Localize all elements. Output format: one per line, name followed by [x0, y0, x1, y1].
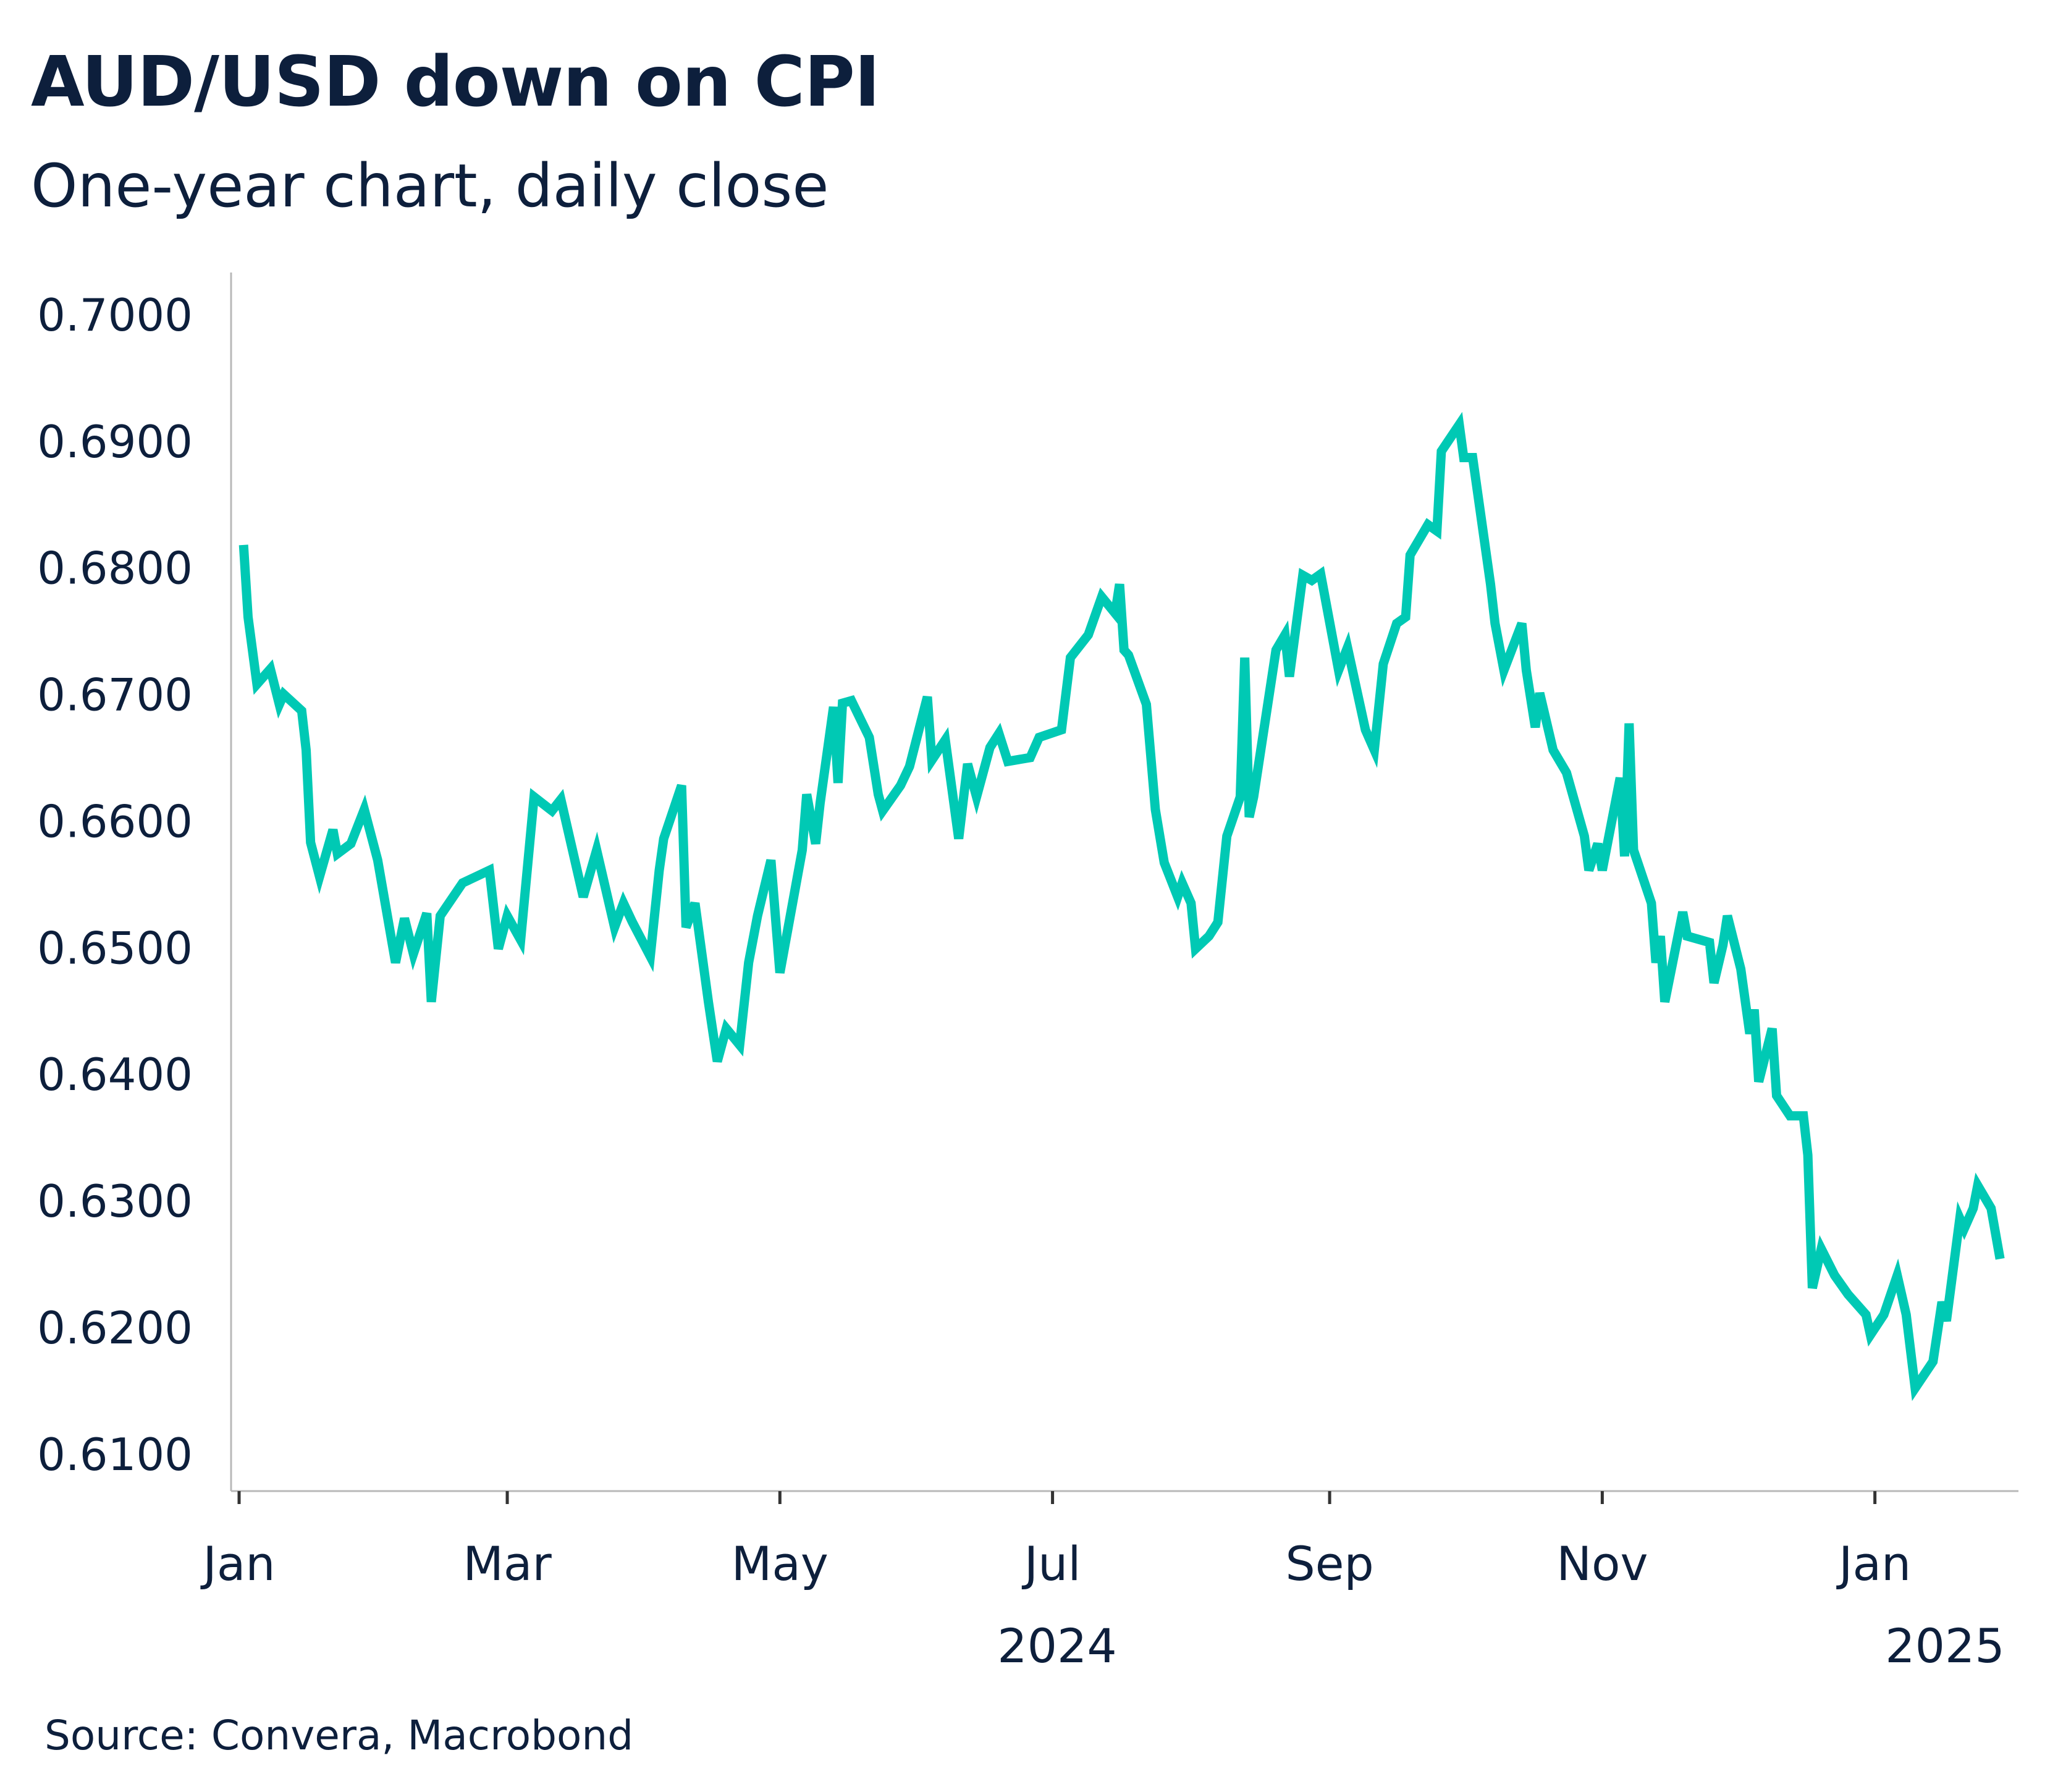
y-tick-label: 0.6200	[37, 1302, 193, 1354]
y-tick-label: 0.6500	[37, 922, 193, 974]
y-tick-label: 0.6600	[37, 795, 193, 847]
y-axis-labels: 0.6100 0.6200 0.6300 0.6400 0.6500 0.6600 0.67…	[37, 289, 193, 1481]
y-tick-label: 0.6300	[37, 1175, 193, 1227]
x-axis-labels: Jan Mar May Jul Sep Nov Jan 2024 2025	[200, 1536, 2004, 1673]
chart-subtitle: One-year chart, daily close	[31, 151, 829, 221]
x-tick-label: Jul	[1022, 1536, 1081, 1591]
series-line	[238, 412, 2005, 1401]
x-tick-label: Jan	[200, 1536, 275, 1591]
y-tick-label: 0.6700	[37, 669, 193, 721]
x-tick-label: Mar	[463, 1536, 552, 1591]
x-tick-label: May	[732, 1536, 829, 1591]
source-note: Source: Convera, Macrobond	[44, 1712, 634, 1759]
y-tick-label: 0.7000	[37, 289, 193, 341]
year-label: 2025	[1885, 1618, 2004, 1673]
series	[238, 412, 2005, 1401]
x-tick-label: Sep	[1285, 1536, 1373, 1591]
x-tick-label: Jan	[1836, 1536, 1911, 1591]
y-tick-label: 0.6900	[37, 416, 193, 468]
y-tick-label: 0.6400	[37, 1049, 193, 1101]
y-tick-label: 0.6800	[37, 543, 193, 594]
axes	[230, 273, 2018, 1504]
chart-title: AUD/USD down on CPI	[31, 42, 880, 122]
y-tick-label: 0.6100	[37, 1429, 193, 1481]
year-label: 2024	[997, 1618, 1116, 1673]
x-tick-label: Nov	[1556, 1536, 1648, 1591]
